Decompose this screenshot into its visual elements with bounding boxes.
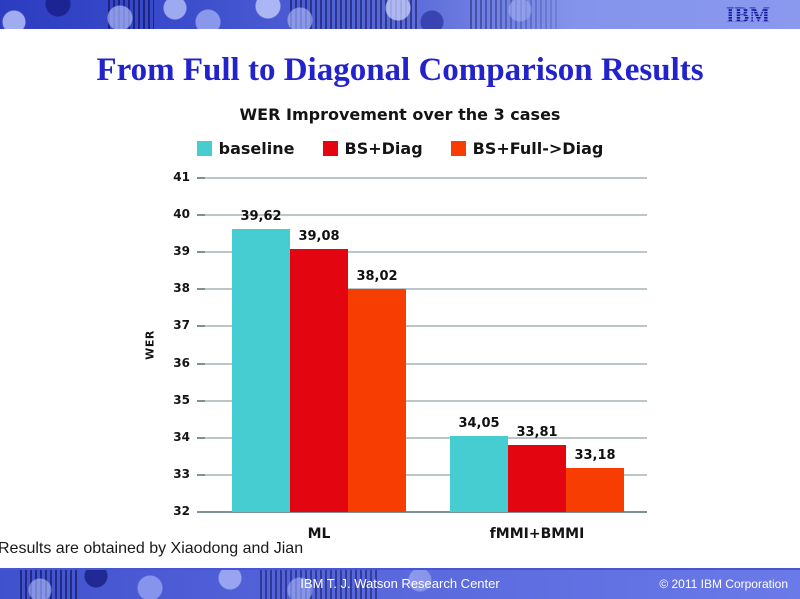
y-tick-label: 38 xyxy=(173,281,190,296)
bar-value-label: 38,02 xyxy=(356,268,398,284)
plot-area: 39,62 39,08 38,02 ML 34,05 33,81 33,18 fMMI+BMM… xyxy=(205,177,647,542)
bar-BS+Diag-ML xyxy=(290,249,348,512)
x-tick-label-fMMI+BMMI: fMMI+BMMI xyxy=(489,526,585,542)
bar-value-label: 34,05 xyxy=(458,415,500,431)
y-tick-mark xyxy=(197,288,205,291)
y-tick-mark xyxy=(197,362,205,365)
legend-label: BS+Diag xyxy=(344,139,423,158)
gridline xyxy=(205,251,647,254)
legend-item: BS+Diag xyxy=(322,139,423,158)
gridline xyxy=(205,325,647,328)
bar-baseline-ML xyxy=(232,229,290,512)
bar-value-label: 33,81 xyxy=(516,424,558,440)
chart-title: WER Improvement over the 3 cases xyxy=(239,105,561,124)
bar-BS+Diag-fMMI+BMMI xyxy=(508,444,566,512)
y-tick-label: 35 xyxy=(173,392,190,407)
gridline xyxy=(205,177,647,179)
y-tick-label: 32 xyxy=(173,504,190,518)
y-tick-mark xyxy=(197,473,205,476)
bar-BS+Full->Diag-fMMI+BMMI xyxy=(566,468,624,512)
svg-text:IBM: IBM xyxy=(726,4,770,25)
y-tick-mark xyxy=(197,177,205,179)
ibm-logo-icon: IBM xyxy=(726,4,770,25)
gridline xyxy=(205,214,647,217)
footer-org-text: IBM T. J. Watson Research Center xyxy=(300,576,500,591)
y-tick-label: 40 xyxy=(173,207,190,222)
bar-BS+Full->Diag-ML xyxy=(348,288,406,512)
bar-value-label: 39,62 xyxy=(240,209,282,225)
y-tick-mark xyxy=(197,214,205,217)
bar-value-label: 33,18 xyxy=(574,448,616,464)
y-tick-mark xyxy=(197,251,205,254)
bar-value-label: 39,08 xyxy=(298,229,340,245)
x-axis-line xyxy=(205,511,647,513)
gridline xyxy=(205,436,647,439)
footer-artwork xyxy=(0,570,560,599)
legend-label: baseline xyxy=(218,139,295,158)
y-tick-mark xyxy=(197,399,205,402)
banner-artwork xyxy=(0,0,600,29)
gridline xyxy=(205,399,647,402)
attribution-note: Results are obtained by Xiaodong and Jia… xyxy=(0,540,304,557)
y-tick-mark xyxy=(197,325,205,328)
legend-item: baseline xyxy=(196,139,295,158)
y-tick-label: 34 xyxy=(173,429,190,444)
y-axis-label: WER xyxy=(143,330,157,360)
y-tick-label: 33 xyxy=(173,466,190,481)
gridline xyxy=(205,362,647,365)
footer-bar: IBM T. J. Watson Research Center © 2011 … xyxy=(0,568,800,599)
chart-legend: baseline BS+Diag BS+Full->Diag xyxy=(0,139,800,158)
footer-copyright-text: © 2011 IBM Corporation xyxy=(659,577,788,591)
x-tick-label-ML: ML xyxy=(307,526,331,542)
legend-item: BS+Full->Diag xyxy=(450,139,604,158)
y-tick-label: 39 xyxy=(173,244,190,259)
y-tick-mark xyxy=(197,436,205,439)
bar-baseline-fMMI+BMMI xyxy=(450,435,508,512)
gridline xyxy=(205,473,647,476)
legend-swatch-icon xyxy=(450,141,466,156)
legend-swatch-icon xyxy=(322,141,338,156)
gridline xyxy=(205,288,647,291)
y-tick-label: 37 xyxy=(173,318,190,333)
legend-swatch-icon xyxy=(196,141,212,156)
y-tick-label: 36 xyxy=(173,355,190,370)
slide-title: From Full to Diagonal Comparison Results xyxy=(96,52,704,88)
y-tick-label: 41 xyxy=(173,170,190,184)
y-tick-mark xyxy=(197,511,205,513)
legend-label: BS+Full->Diag xyxy=(472,139,604,158)
top-banner: IBM xyxy=(0,0,800,29)
